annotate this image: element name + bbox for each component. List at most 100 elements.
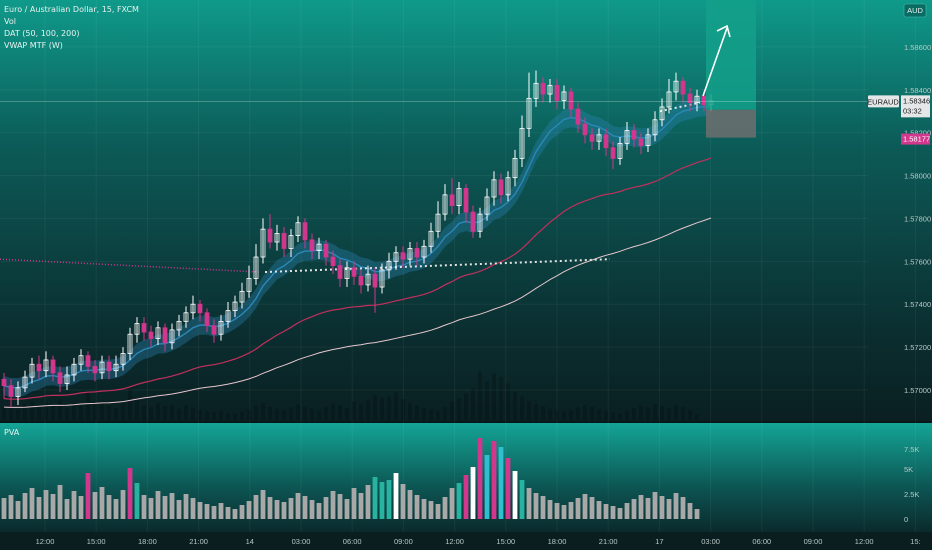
pva-volume-bar	[652, 492, 658, 519]
main-volume-bar	[555, 410, 559, 420]
stop-loss-zone[interactable]	[706, 109, 756, 138]
time-axis-tick: 12:00	[445, 537, 464, 546]
main-volume-bar	[359, 404, 363, 420]
slow-moving-average-line	[3, 157, 712, 400]
vwap-indicator-label[interactable]: VWAP MTF (W)	[4, 41, 63, 50]
pva-volume-bar	[351, 488, 357, 519]
candle-body	[134, 323, 140, 335]
pva-volume-bar	[561, 505, 567, 519]
main-volume-bar	[562, 411, 566, 420]
volume-indicator-label[interactable]: Vol	[4, 17, 16, 26]
pva-volume-bar	[85, 473, 91, 519]
pva-volume-bar	[638, 495, 644, 519]
candle-body	[57, 372, 63, 384]
candle-body	[596, 134, 602, 142]
pva-volume-bar	[631, 499, 637, 519]
candle-body	[288, 235, 294, 249]
volume-axis-tick: 5K	[904, 465, 913, 474]
main-volume-bar	[310, 408, 314, 420]
candle-body	[295, 222, 301, 236]
chart-legend[interactable]: Euro / Australian Dollar, 15, FXCM Vol D…	[4, 4, 139, 52]
candle-body	[78, 355, 84, 365]
candle-body	[610, 147, 616, 159]
price-tag[interactable]	[901, 95, 930, 118]
price-axis-tick: 1.58600	[904, 43, 931, 52]
price-axis-tick: 1.57600	[904, 257, 931, 266]
pva-volume-bar	[22, 493, 28, 519]
main-volume-bar	[639, 405, 643, 420]
pva-volume-bar	[673, 493, 679, 519]
main-volume-bar	[324, 406, 328, 420]
main-volume-bar	[583, 405, 587, 420]
candle-body	[148, 331, 154, 339]
pva-volume-bar	[582, 494, 588, 519]
pva-volume-bar	[225, 507, 231, 519]
candle-body	[246, 278, 252, 292]
main-volume-bar	[429, 409, 433, 420]
dat-ribbon-band	[4, 96, 711, 398]
pva-volume-bar	[204, 504, 210, 519]
price-axis-tick: 1.58200	[904, 129, 931, 138]
main-volume-bar	[590, 406, 594, 420]
main-volume-bar	[233, 414, 237, 420]
time-axis-tick: 15:00	[87, 537, 106, 546]
pva-volume-bar	[435, 504, 441, 519]
symbol-title[interactable]: Euro / Australian Dollar, 15, FXCM	[4, 5, 139, 14]
candle-body	[400, 252, 406, 260]
candle-body	[456, 188, 462, 206]
main-volume-bar	[254, 405, 258, 420]
pva-volume-bar	[428, 501, 434, 519]
symbol-tag[interactable]	[868, 95, 899, 108]
main-volume-bar	[338, 405, 342, 420]
main-volume-bar	[282, 409, 286, 420]
pva-volume-bar	[162, 496, 168, 519]
candle-body	[498, 179, 504, 196]
pva-volume-bar	[120, 490, 126, 519]
candle-body	[15, 387, 21, 397]
candle-body	[106, 361, 112, 372]
currency-button[interactable]	[903, 3, 927, 18]
main-volume-bar	[436, 411, 440, 420]
main-volume-bar	[226, 412, 230, 420]
main-volume-bar	[366, 399, 370, 420]
main-volume-bar	[289, 407, 293, 420]
pva-volume-bar	[694, 509, 700, 519]
main-volume-bar	[198, 409, 202, 420]
main-volume-bar	[471, 388, 475, 420]
time-axis-tick: 12:00	[36, 537, 55, 546]
pva-volume-bar	[449, 488, 455, 519]
dat-indicator-label[interactable]: DAT (50, 100, 200)	[4, 29, 80, 38]
main-volume-bar	[9, 405, 13, 420]
main-volume-bar	[86, 392, 90, 420]
main-volume-bar	[135, 398, 139, 420]
candle-body	[414, 248, 420, 258]
pva-volume-bar	[127, 468, 133, 519]
candle-body	[267, 228, 273, 243]
main-volume-bar	[387, 396, 391, 420]
candle-body	[547, 85, 553, 95]
main-volume-bar	[611, 412, 615, 420]
level-tag[interactable]	[901, 133, 930, 145]
pva-volume-bar	[379, 482, 385, 519]
time-axis-tick: 15:	[910, 537, 920, 546]
main-volume-bar	[93, 403, 97, 420]
pva-volume-bar	[554, 503, 560, 519]
pva-volume-bar	[50, 494, 56, 519]
pva-label[interactable]: PVA	[4, 428, 20, 437]
main-volume-bar	[100, 400, 104, 420]
candle-body	[50, 359, 56, 374]
candle-body	[316, 243, 322, 251]
main-volume-bar	[16, 409, 20, 420]
candle-body	[155, 327, 161, 339]
take-profit-zone[interactable]	[706, 0, 756, 110]
candle-body	[183, 312, 189, 322]
main-volume-bar	[688, 410, 692, 420]
time-axis-tick: 06:00	[343, 537, 362, 546]
main-volume-bar	[345, 408, 349, 420]
candle-body	[344, 267, 350, 279]
main-volume-bar	[394, 392, 398, 420]
pva-volume-bar	[463, 475, 469, 519]
candle-body	[253, 256, 259, 279]
